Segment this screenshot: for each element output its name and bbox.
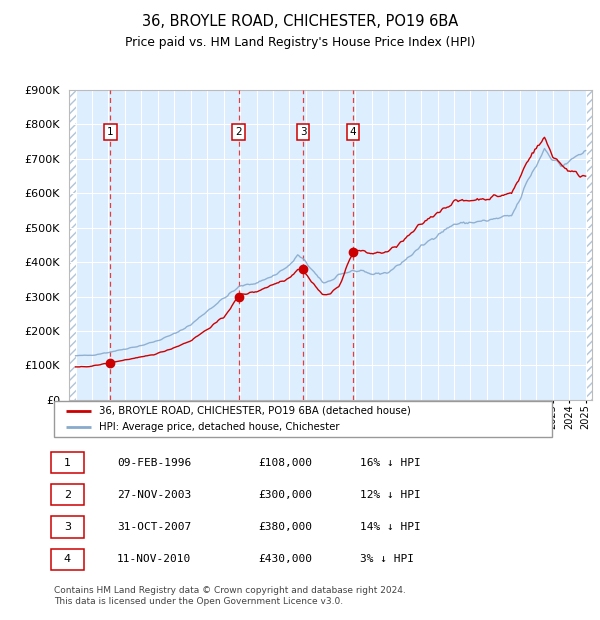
Text: 2: 2	[64, 490, 71, 500]
Text: 3: 3	[64, 522, 71, 532]
Text: HPI: Average price, detached house, Chichester: HPI: Average price, detached house, Chic…	[99, 422, 340, 432]
Text: £430,000: £430,000	[258, 554, 312, 564]
Text: £300,000: £300,000	[258, 490, 312, 500]
Text: Price paid vs. HM Land Registry's House Price Index (HPI): Price paid vs. HM Land Registry's House …	[125, 36, 475, 48]
Bar	[69, 90, 76, 400]
Text: 3: 3	[300, 126, 307, 137]
Text: 11-NOV-2010: 11-NOV-2010	[117, 554, 191, 564]
Text: 31-OCT-2007: 31-OCT-2007	[117, 522, 191, 532]
FancyBboxPatch shape	[51, 484, 84, 505]
Text: Contains HM Land Registry data © Crown copyright and database right 2024.
This d: Contains HM Land Registry data © Crown c…	[54, 585, 406, 606]
Text: 14% ↓ HPI: 14% ↓ HPI	[360, 522, 421, 532]
Text: 1: 1	[64, 458, 71, 467]
Text: 4: 4	[350, 126, 356, 137]
FancyBboxPatch shape	[51, 549, 84, 570]
Text: £108,000: £108,000	[258, 458, 312, 467]
Text: 4: 4	[64, 554, 71, 564]
FancyBboxPatch shape	[54, 401, 552, 437]
FancyBboxPatch shape	[51, 516, 84, 538]
FancyBboxPatch shape	[51, 452, 84, 473]
Text: 16% ↓ HPI: 16% ↓ HPI	[360, 458, 421, 467]
Text: 3% ↓ HPI: 3% ↓ HPI	[360, 554, 414, 564]
Text: £380,000: £380,000	[258, 522, 312, 532]
Text: 1: 1	[107, 126, 113, 137]
Text: 12% ↓ HPI: 12% ↓ HPI	[360, 490, 421, 500]
Bar	[586, 90, 592, 400]
Text: 2: 2	[235, 126, 242, 137]
Text: 27-NOV-2003: 27-NOV-2003	[117, 490, 191, 500]
Text: 36, BROYLE ROAD, CHICHESTER, PO19 6BA: 36, BROYLE ROAD, CHICHESTER, PO19 6BA	[142, 14, 458, 29]
Text: 09-FEB-1996: 09-FEB-1996	[117, 458, 191, 467]
Text: 36, BROYLE ROAD, CHICHESTER, PO19 6BA (detached house): 36, BROYLE ROAD, CHICHESTER, PO19 6BA (d…	[99, 406, 410, 416]
